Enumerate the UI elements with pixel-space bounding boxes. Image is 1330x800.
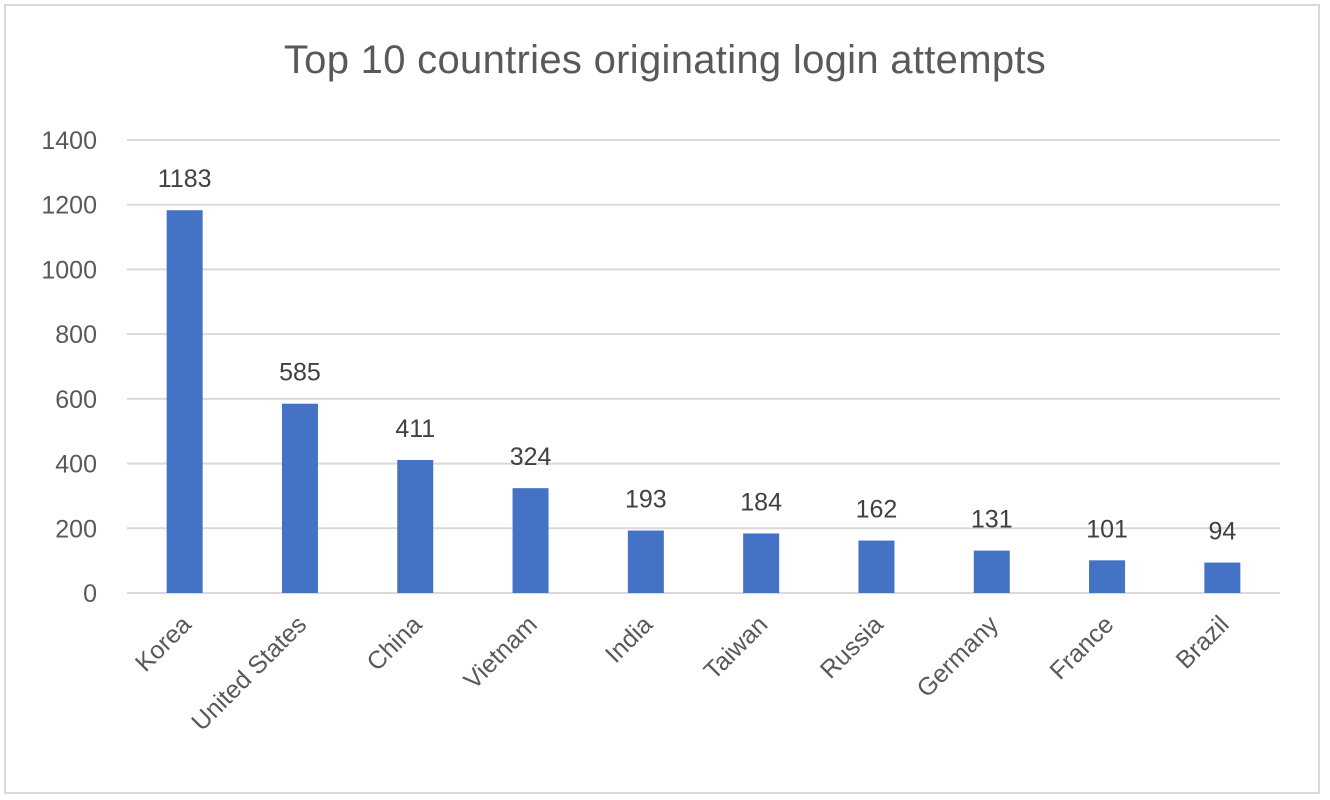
bar-china	[397, 460, 434, 593]
y-tick-label: 400	[55, 451, 97, 479]
bar-brazil	[1204, 562, 1241, 593]
x-tick-label: China	[361, 610, 427, 676]
data-label: 1183	[158, 165, 212, 193]
bar-korea	[166, 210, 203, 593]
data-labels: 1183 585 411 324 193 184 162 131 101 94	[158, 165, 1237, 545]
data-label: 324	[510, 443, 552, 471]
y-tick-label: 1400	[41, 127, 97, 155]
data-label: 94	[1208, 518, 1236, 546]
y-tick-label: 1200	[41, 192, 97, 220]
y-tick-label: 800	[55, 321, 97, 349]
y-tick-label: 600	[55, 386, 97, 414]
bar-france	[1089, 560, 1126, 593]
data-label: 193	[625, 486, 667, 514]
gridlines	[127, 139, 1280, 594]
bar-germany	[973, 550, 1010, 593]
chart-title: Top 10 countries originating login attem…	[283, 38, 1047, 82]
y-axis-ticks: 0 200 400 600 800 1000 1200 1400	[41, 127, 97, 608]
data-label: 131	[971, 506, 1013, 534]
bars	[166, 210, 1241, 593]
data-label: 101	[1086, 515, 1128, 543]
bar-india	[627, 530, 664, 593]
data-label: 411	[395, 415, 435, 443]
x-tick-label: Germany	[911, 610, 1004, 703]
bar-taiwan	[743, 533, 780, 593]
x-tick-label: Vietnam	[458, 610, 542, 694]
x-tick-label: France	[1044, 610, 1119, 685]
bar-russia	[858, 540, 895, 593]
x-tick-label: Korea	[130, 610, 197, 677]
x-tick-label: Taiwan	[699, 610, 774, 685]
bar-vietnam	[512, 488, 549, 593]
data-label: 184	[740, 488, 782, 516]
y-tick-label: 0	[83, 580, 97, 608]
x-tick-label: Brazil	[1171, 610, 1235, 674]
x-tick-label: United States	[186, 610, 312, 736]
data-label: 585	[279, 359, 321, 387]
x-tick-label: Russia	[815, 610, 889, 684]
data-label: 162	[856, 496, 898, 524]
x-tick-label: India	[600, 610, 658, 668]
y-tick-label: 1000	[41, 256, 97, 284]
bar-united-states	[281, 403, 318, 593]
y-tick-label: 200	[55, 515, 97, 543]
